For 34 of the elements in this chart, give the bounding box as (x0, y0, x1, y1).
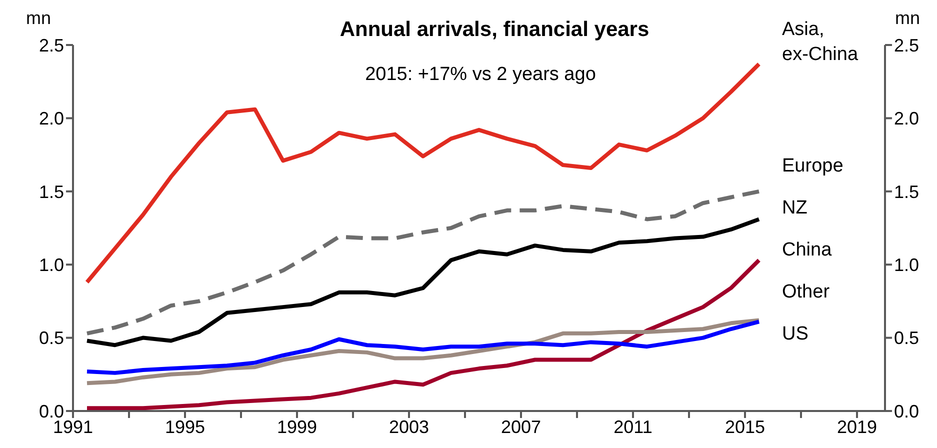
chart-title: Annual arrivals, financial years (340, 18, 650, 41)
y2-tick-label: 1.5 (894, 182, 920, 202)
x-tick-label: 2019 (836, 416, 878, 437)
series-label: US (782, 324, 808, 345)
text: 2015: +17% vs 2 years ago (365, 64, 596, 85)
line-series (85, 217, 761, 348)
x-tick-label: 2007 (500, 416, 542, 437)
line-series (85, 189, 761, 336)
x-tick-label: 1995 (164, 416, 206, 437)
series-label: China (782, 240, 832, 261)
y-tick-label: 2.0 (38, 108, 64, 129)
y-axis-title: mn (26, 8, 52, 29)
series-label: Europe (782, 156, 844, 177)
line-series (85, 258, 761, 410)
x-tick-label: 2003 (388, 416, 430, 437)
y2-axis-title: mn (895, 8, 920, 29)
series-label: Asia, ex-China (782, 19, 858, 66)
series-label: NZ (782, 198, 808, 219)
series-label: Other (782, 282, 830, 303)
y2-tick-label: 0.0 (894, 401, 920, 422)
x-tick-label: 2011 (614, 416, 652, 437)
line-series (85, 62, 761, 284)
y2-tick-label: 2.5 (894, 35, 920, 56)
x-tick-label: 1999 (276, 416, 318, 437)
line-series (85, 318, 761, 386)
y2-tick-label: 2.0 (894, 108, 920, 129)
y2-tick-label: 0.5 (894, 328, 920, 348)
y-tick-label: 2.5 (38, 35, 64, 56)
x-tick-label: 2015 (724, 416, 766, 437)
line-series (85, 320, 761, 375)
y2-tick-label: 1.0 (894, 254, 920, 275)
y-tick-label: 1.0 (38, 254, 64, 275)
y-tick-label: 1.5 (38, 182, 64, 202)
y-tick-label: 0.5 (38, 328, 64, 348)
